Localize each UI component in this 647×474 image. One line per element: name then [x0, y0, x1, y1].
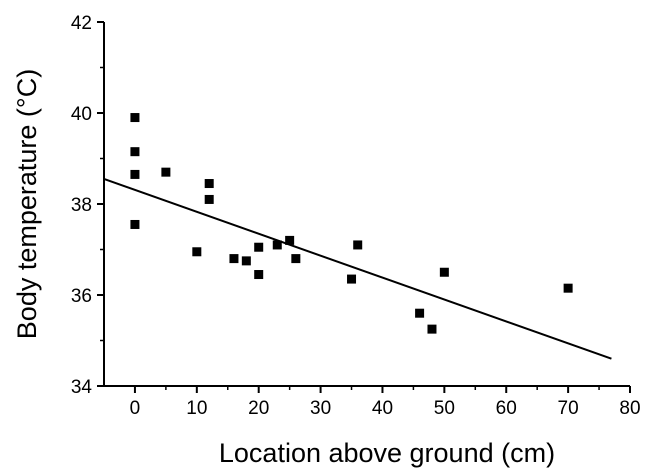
data-point	[272, 240, 282, 250]
data-point	[291, 254, 301, 264]
data-point	[130, 219, 140, 229]
data-point	[130, 147, 140, 157]
trendline-group	[103, 178, 612, 360]
data-point	[353, 240, 363, 250]
data-point	[204, 194, 214, 204]
y-tick-label: 38	[71, 195, 92, 216]
data-point	[254, 270, 264, 280]
data-point	[192, 247, 202, 257]
data-point	[347, 274, 357, 284]
axes: 0 10 20 30 40 50 60 70 80 34 36 38 40 42	[71, 13, 641, 419]
data-point	[439, 267, 449, 277]
x-axis-title: Location above ground (cm)	[219, 438, 555, 468]
data-point	[241, 256, 251, 266]
data-point	[563, 283, 573, 293]
x-tick-label: 70	[558, 398, 579, 419]
y-tick-label: 42	[71, 13, 92, 34]
y-tick-label: 36	[71, 286, 92, 307]
x-tick-label: 30	[310, 398, 331, 419]
x-tick-label: 40	[372, 398, 393, 419]
x-tick-label: 60	[496, 398, 517, 419]
data-point	[130, 113, 140, 123]
data-point	[204, 179, 214, 189]
y-tick-label: 40	[71, 104, 92, 125]
y-axis-title: Body temperature (°C)	[12, 69, 42, 339]
x-tick-label: 20	[248, 398, 269, 419]
data-point	[229, 254, 239, 264]
regression-line	[103, 178, 612, 360]
data-point	[427, 324, 437, 334]
data-points	[130, 113, 573, 334]
y-tick-label: 34	[71, 377, 93, 398]
data-point	[130, 169, 140, 179]
data-point	[285, 235, 295, 245]
x-tick-label: 10	[186, 398, 207, 419]
x-tick-label: 0	[130, 398, 141, 419]
x-tick-label: 80	[619, 398, 640, 419]
data-point	[254, 242, 264, 252]
data-point	[415, 308, 425, 318]
x-tick-label: 50	[434, 398, 455, 419]
data-point	[161, 167, 171, 177]
